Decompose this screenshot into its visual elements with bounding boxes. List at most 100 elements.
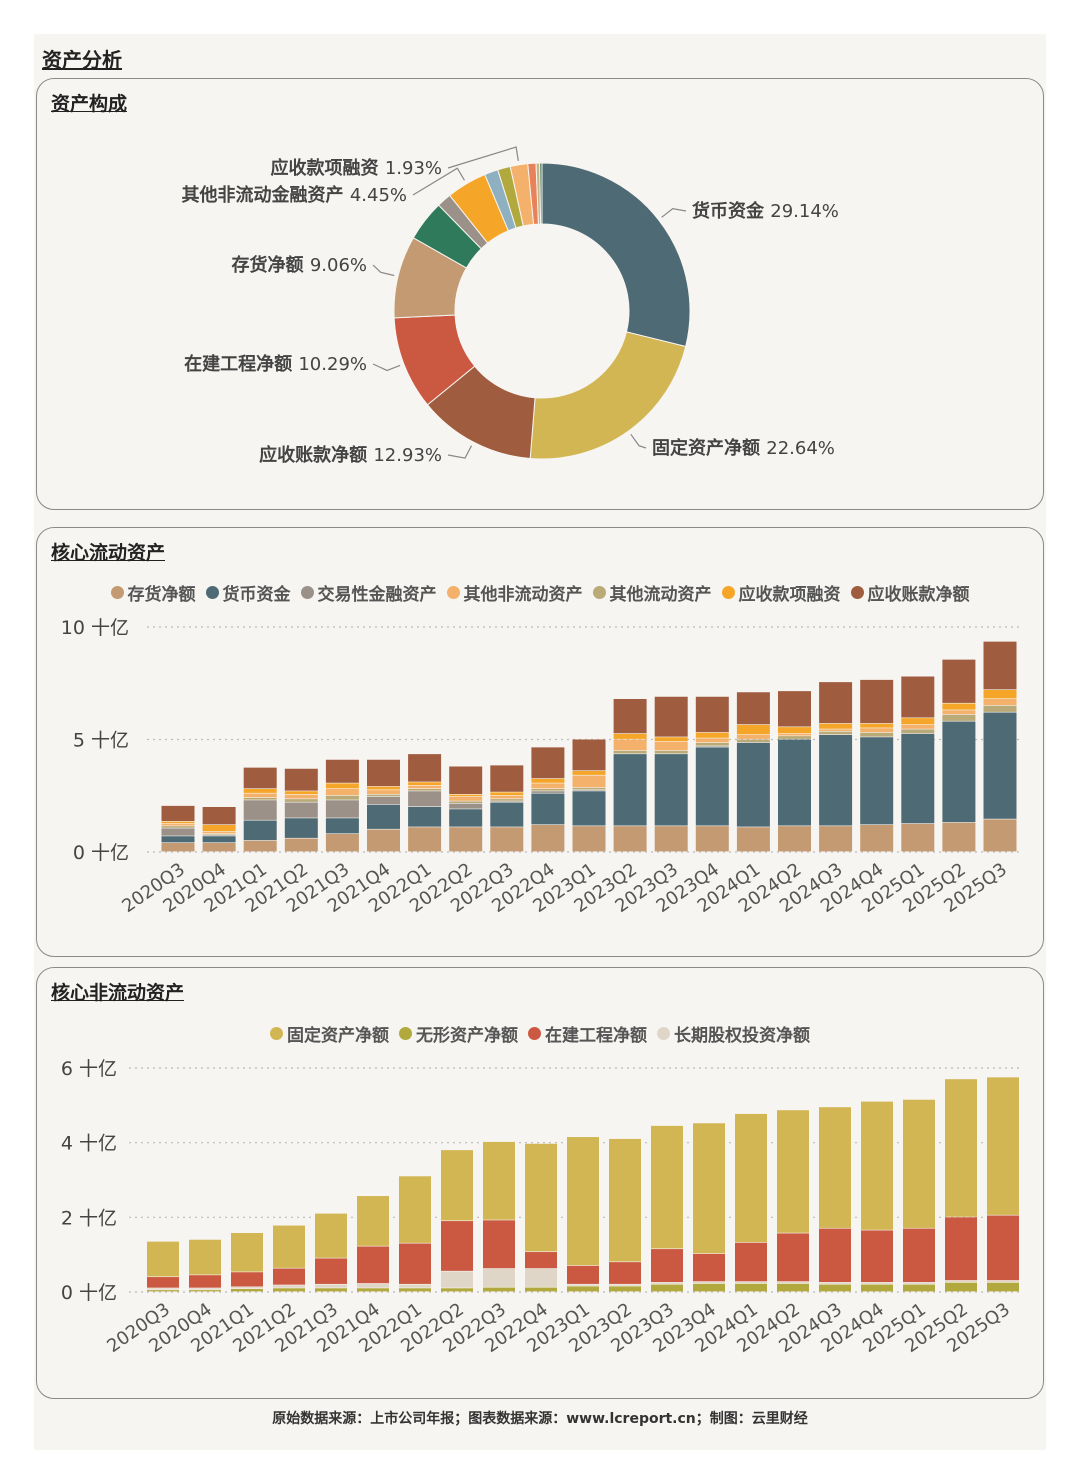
bar-segment [654,696,688,737]
legend-item: 长期股权投资净额 [657,1021,810,1046]
bar-segment [945,1282,977,1292]
y-tick-label: 0 十亿 [61,1282,117,1304]
bar-segment [202,831,236,834]
bar-segment [490,827,524,852]
bar-segment [901,729,935,734]
bar-segment [987,1215,1019,1281]
bar-segment [449,796,483,801]
bar-segment [901,718,935,725]
legend-color-dot [528,1027,541,1040]
bar-segment [399,1284,431,1288]
bar-segment [483,1287,515,1292]
bar-segment [273,1288,305,1292]
bar-segment [819,723,853,729]
legend-color-dot [850,586,864,599]
bar-segment [819,826,853,852]
bar-segment [613,733,647,739]
leader-line [372,264,395,277]
bar-segment [735,1283,767,1292]
bar-segment [613,750,647,754]
bar-segment [860,723,894,728]
bar-segment [399,1243,431,1284]
bar-segment [903,1099,935,1228]
bar-segment [942,822,976,852]
bar-segment [161,828,195,836]
footer-source-note: 原始数据来源：上市公司年报；图表数据来源：www.lcreport.cn；制图：… [272,1411,808,1427]
chart-legend: 固定资产净额 无形资产净额 在建工程净额 长期股权投资净额 [37,1021,1043,1046]
bar-segment [778,826,811,852]
bar-segment [273,1268,305,1285]
bar-segment [613,699,647,734]
bar-segment [243,798,277,800]
bar-segment [695,826,729,852]
bar-segment [983,641,1017,690]
legend-item: 交易性金融资产 [300,580,437,605]
bar-segment [399,1176,431,1243]
legend-label: 固定资产净额 [287,1026,389,1046]
bar-segment [325,759,359,783]
bar-segment [983,699,1017,706]
bar-segment [945,1079,977,1217]
bar-segment [651,1284,683,1292]
legend-color-dot [399,1027,412,1040]
legend-color-dot [270,1027,283,1040]
chart-legend: 存货净额 货币资金 交易性金融资产 其他非流动资产 其他流动资产 应收款项融资 应收账款净额 [37,580,1043,605]
bar-segment [147,1290,179,1292]
bar-segment [189,1288,221,1290]
bar-segment [449,827,483,852]
bar-segment [408,827,442,852]
bar-segment [987,1280,1019,1283]
bar-segment [735,1281,767,1284]
bar-segment [572,739,606,771]
bar-segment [161,823,195,826]
bar-segment [654,741,688,751]
bar-segment [367,796,400,805]
bar-segment [367,759,400,787]
bar-segment [983,712,1017,819]
bar-segment [901,724,935,729]
legend-label: 在建工程净额 [545,1026,647,1046]
bar-segment [189,1290,221,1292]
bar-segment [325,789,359,796]
bar-segment [860,728,894,733]
bar-segment [243,793,277,798]
bar-segment [654,750,688,754]
legend-item: 固定资产净额 [270,1021,389,1046]
bar-segment [778,691,811,727]
bar-segment [202,807,236,825]
bar-segment [147,1277,179,1288]
bar-segment [903,1284,935,1292]
bar-segment [654,754,688,826]
bar-segment [942,703,976,710]
bar-segment [654,826,688,852]
legend-label: 应收款项融资 [738,585,841,605]
bar-segment [736,692,770,725]
bar-segment [736,735,770,739]
bar-segment [983,705,1017,712]
bar-segment [408,807,442,827]
legend-color-dot [657,1027,670,1040]
bar-segment [231,1287,263,1289]
bar-segment [243,800,277,820]
bar-segment [525,1143,557,1252]
noncurrent-assets-chart: 0 十亿2 十亿4 十亿6 十亿2020Q32020Q42021Q12021Q2… [61,1058,1022,1357]
bar-segment [819,1282,851,1284]
bar-segment [449,801,483,804]
bar-segment [531,747,565,779]
leader-line [412,167,465,196]
bar-segment [531,793,565,825]
bar-segment [819,729,853,732]
bar-segment [273,1285,305,1288]
bar-segment [903,1228,935,1283]
bar-segment [161,843,195,852]
bar-segment [819,735,853,826]
legend-color-dot [205,586,219,599]
bar-segment [531,791,565,793]
bar-segment [284,794,318,799]
bar-segment [609,1284,641,1286]
legend-label: 无形资产净额 [416,1026,518,1046]
bar-segment [861,1101,893,1230]
legend-label: 长期股权投资净额 [674,1026,810,1046]
legend-item: 其他流动资产 [592,580,712,605]
bar-segment [987,1077,1019,1215]
